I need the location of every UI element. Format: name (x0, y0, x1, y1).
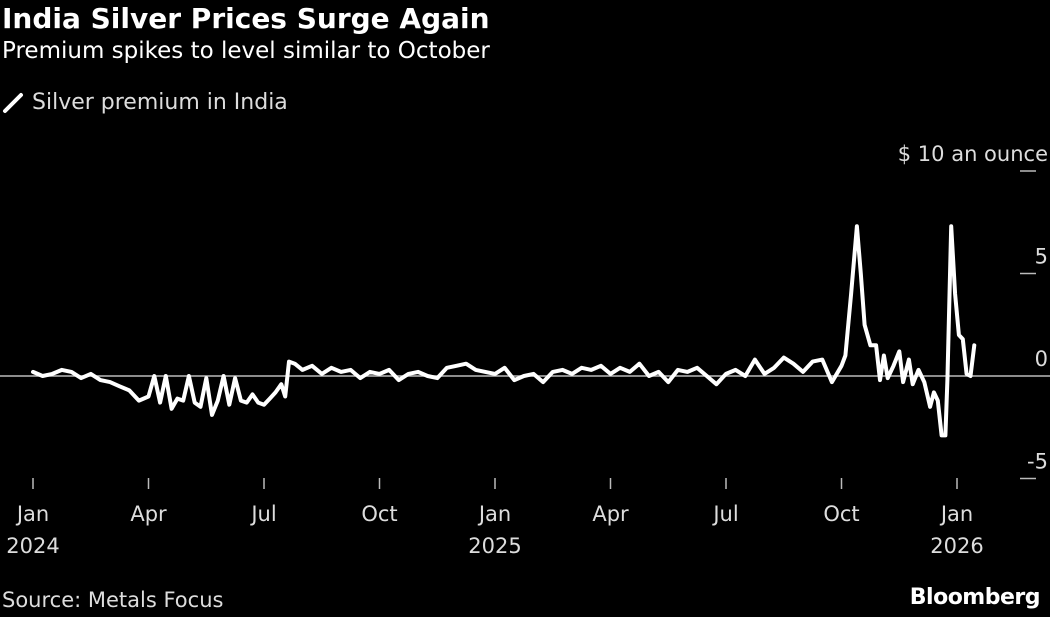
x-tick-label: Jan (939, 502, 973, 526)
series-line-silver-premium (31, 224, 977, 438)
y-tick-label: 5 (1035, 245, 1048, 269)
x-tick-label: Jul (711, 502, 738, 526)
x-tick-label: Apr (592, 502, 629, 526)
x-tick-label: Jan (477, 502, 511, 526)
bloomberg-logo: Bloomberg (909, 585, 1041, 610)
source-note: Source: Metals Focus (2, 588, 224, 612)
x-tick-label: Apr (130, 502, 167, 526)
chart-subtitle: Premium spikes to level similar to Octob… (2, 38, 490, 64)
x-tick-year-label: 2025 (468, 534, 521, 558)
y-tick-label: $ 10 an ounce (898, 142, 1048, 166)
x-tick-year-label: 2024 (6, 534, 59, 558)
x-tick-label: Oct (361, 502, 397, 526)
legend: Silver premium in India (2, 90, 288, 115)
x-tick-label: Jul (249, 502, 276, 526)
chart-title: India Silver Prices Surge Again (2, 2, 490, 35)
x-tick-year-label: 2026 (930, 534, 983, 558)
x-tick-label: Jan (15, 502, 49, 526)
y-tick-label: -5 (1027, 450, 1048, 474)
y-tick-label: 0 (1035, 347, 1048, 371)
x-tick-label: Oct (823, 502, 859, 526)
legend-line-icon (3, 92, 23, 113)
legend-label: Silver premium in India (32, 90, 288, 115)
